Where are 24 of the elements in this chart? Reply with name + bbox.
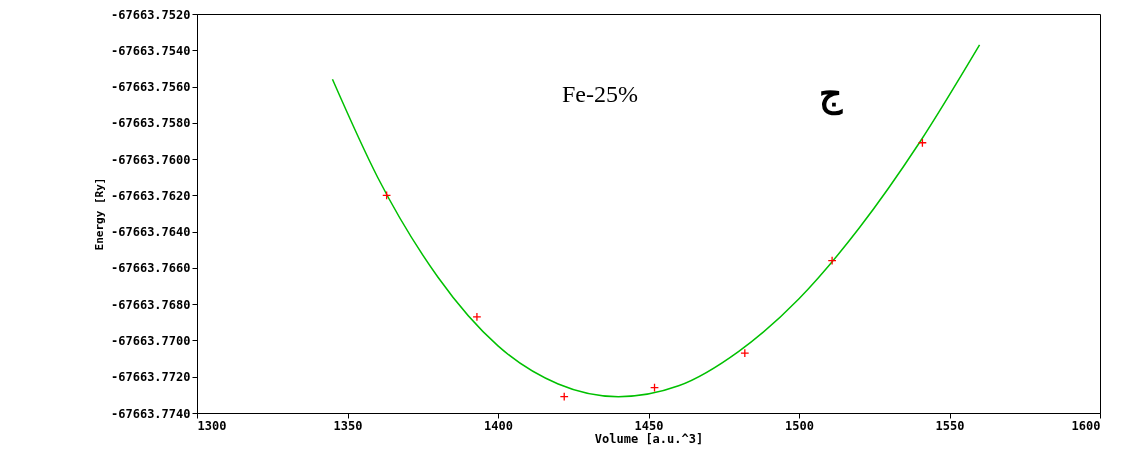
y-tick-label: -67663.7560 — [111, 80, 191, 95]
x-tick-label: 1300 — [197, 418, 227, 433]
y-tick-label: -67663.7700 — [111, 333, 191, 348]
y-tick-label: -67663.7600 — [111, 152, 191, 167]
y-tick-label: -67663.7680 — [111, 297, 191, 312]
y-axis-title: Energy [Ry] — [93, 177, 107, 251]
y-tick-label: -67663.7580 — [111, 116, 191, 131]
y-tick-label: -67663.7520 — [111, 7, 191, 22]
y-tick-label: -67663.7740 — [111, 406, 191, 421]
x-tick-label: 1500 — [785, 418, 814, 433]
line-series — [331, 44, 981, 398]
y-tick-label: -67663.7620 — [111, 188, 191, 203]
annotation: Fe-25% — [562, 81, 638, 107]
x-axis-title: Volume [a.u.^3] — [594, 431, 704, 446]
x-tick-label: 1550 — [935, 418, 965, 433]
y-tick-label: -67663.7720 — [111, 370, 191, 385]
x-tick-label: 1400 — [484, 418, 513, 433]
y-tick-label: -67663.7640 — [111, 225, 191, 240]
y-tick-label: -67663.7540 — [111, 43, 191, 58]
y-tick-label: -67663.7660 — [111, 261, 191, 276]
x-tick-label: 1350 — [333, 418, 363, 433]
x-tick-label: 1600 — [1071, 418, 1101, 433]
annotation: ج — [818, 72, 843, 116]
x-tick-label: 1450 — [634, 418, 664, 433]
